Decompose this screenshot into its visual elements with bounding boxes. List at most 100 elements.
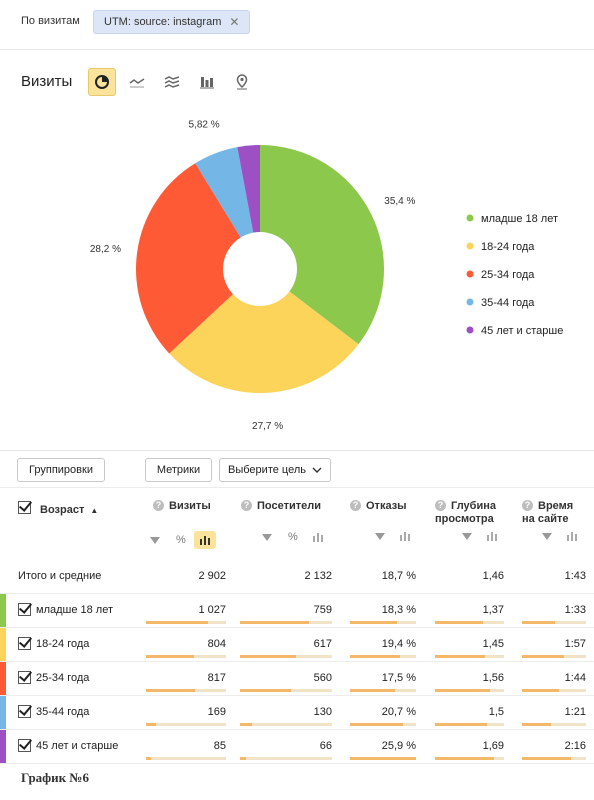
row-time-bar-track [522,655,586,658]
row-visits-bar-track [146,621,226,624]
percent-toggle[interactable]: % [288,531,298,543]
legend-label[interactable]: младше 18 лет [481,213,558,225]
row-bounces-value: 25,9 % [381,740,416,752]
bar-chart-icon[interactable] [566,531,578,541]
time-tools [542,531,578,541]
help-icon: ? [153,500,164,511]
depth-header-label-2: просмотра [435,513,494,525]
figure-caption: График №6 [21,770,89,785]
row-visits-bar-fill [146,621,208,624]
row-visitors-value: 617 [313,638,332,650]
row-visitors-bar-fill [240,757,246,760]
groupings-button[interactable]: Группировки [17,458,105,482]
bar-toggle-active[interactable] [193,531,216,549]
row-visitors-bar-fill [240,723,252,726]
close-icon[interactable]: ✕ [229,15,240,29]
filter-icon[interactable] [375,532,385,540]
row-time-value: 1:57 [564,638,586,650]
filter-icon[interactable] [150,536,160,544]
row-checkbox[interactable] [18,671,31,684]
row-depth-bar-track [435,689,504,692]
row-depth-bar-track [435,655,504,658]
row-time-bar-track [522,689,586,692]
table-total-row: Итого и средние 2 902 2 132 18,7 % 1,46 … [0,560,594,594]
help-icon: ? [241,500,252,511]
row-depth-value: 1,5 [488,706,504,718]
pie-slice-label: 5,82 % [188,119,219,130]
row-depth-value: 1,37 [482,604,504,616]
pie-slice[interactable] [169,269,359,393]
row-visits-bar-fill [146,689,195,692]
row-visits-bar-track [146,757,226,760]
row-label: 18-24 года [36,638,90,650]
bounces-column-header[interactable]: ? Отказы [350,500,407,513]
pie-slice[interactable] [136,163,260,354]
age-checkbox[interactable] [18,501,31,514]
row-bounces-value: 19,4 % [381,638,416,650]
row-time-bar-track [522,723,586,726]
visits-column-header[interactable]: ? Визиты [153,500,211,513]
row-bounces-bar-track [350,655,416,658]
depth-column-header[interactable]: ? Глубина просмотра [435,500,496,526]
bar-chart-icon[interactable] [399,531,411,541]
area-chart-view-button[interactable] [158,68,186,96]
depth-header-label-1: Глубина [451,500,496,512]
legend-label[interactable]: 35-44 года [481,297,535,309]
filter-icon[interactable] [462,532,472,540]
row-visitors-bar-track [240,723,332,726]
row-bounces-value: 20,7 % [381,706,416,718]
row-color-stripe [0,696,6,729]
sort-arrow-icon: ▲ [90,506,99,515]
visitors-header-label: Посетители [257,500,321,512]
row-visitors-value: 66 [319,740,332,752]
row-visits-value: 817 [207,672,226,684]
legend-label[interactable]: 18-24 года [481,241,535,253]
table-row[interactable]: 45 лет и старше 85 66 25,9 % 1,69 2:16 [0,730,594,764]
table-row[interactable]: 18-24 года 804 617 19,4 % 1,45 1:57 [0,628,594,662]
map-pin-icon [236,74,248,90]
legend-marker [466,242,474,250]
row-checkbox[interactable] [18,603,31,616]
legend-label[interactable]: 25-34 года [481,269,535,281]
total-visitors: 2 132 [304,570,332,582]
row-visits-bar-fill [146,723,156,726]
row-visits-value: 85 [213,740,226,752]
pie-slice-label: 35,4 % [384,196,415,207]
table-row[interactable]: младше 18 лет 1 027 759 18,3 % 1,37 1:33 [0,594,594,628]
help-icon: ? [522,500,533,511]
bar-chart-icon[interactable] [312,532,324,542]
row-checkbox[interactable] [18,637,31,650]
bar-chart-view-button[interactable] [193,68,221,96]
percent-toggle[interactable]: % [176,534,186,546]
pie-chart-view-button[interactable] [88,68,116,96]
filter-icon[interactable] [262,533,272,541]
row-visits-bar-track [146,723,226,726]
row-depth-bar-fill [435,621,483,624]
row-visits-bar-track [146,655,226,658]
row-color-stripe [0,730,6,763]
row-checkbox[interactable] [18,739,31,752]
row-checkbox[interactable] [18,705,31,718]
map-view-button[interactable] [228,68,256,96]
filter-chip[interactable]: UTM: source: instagram ✕ [93,10,251,34]
row-time-value: 2:16 [564,740,586,752]
goal-select[interactable]: Выберите цель [219,458,331,482]
filter-icon[interactable] [542,532,552,540]
time-header-label-2: на сайте [522,513,569,525]
pie-slice[interactable] [260,145,384,345]
visitors-column-header[interactable]: ? Посетители [241,500,321,513]
bar-chart-icon [199,536,210,545]
bar-chart-icon[interactable] [486,531,498,541]
table-row[interactable]: 35-44 года 169 130 20,7 % 1,5 1:21 [0,696,594,730]
age-column-header[interactable]: Возраст ▲ [40,504,98,517]
row-time-bar-track [522,621,586,624]
row-visitors-bar-track [240,655,332,658]
row-bounces-bar-fill [350,689,395,692]
metrics-button[interactable]: Метрики [145,458,212,482]
table-row[interactable]: 25-34 года 817 560 17,5 % 1,56 1:44 [0,662,594,696]
row-visitors-bar-track [240,621,332,624]
legend-label[interactable]: 45 лет и старше [481,325,563,337]
time-column-header[interactable]: ? Время на сайте [522,500,573,526]
goal-select-label: Выберите цель [228,464,306,476]
line-chart-view-button[interactable] [123,68,151,96]
